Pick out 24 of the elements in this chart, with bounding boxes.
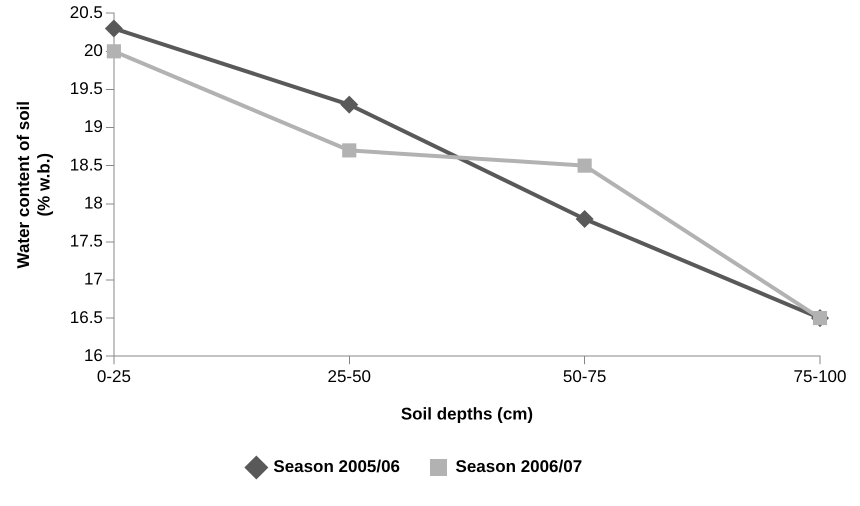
x-axis-title: Soil depths (cm) xyxy=(400,404,534,424)
x-tick-label: 75-100 xyxy=(794,367,846,386)
y-tick-label: 16 xyxy=(84,346,103,365)
y-axis-title: Water content of soil (% w.b.) xyxy=(14,100,54,268)
y-tick-label: 18 xyxy=(84,193,103,212)
y-tick-label: 17 xyxy=(84,270,103,289)
point xyxy=(342,143,356,158)
x-tick-label: 0-25 xyxy=(96,367,131,386)
point xyxy=(104,19,123,38)
point xyxy=(340,96,358,114)
x-tick-label: 50-75 xyxy=(562,367,606,386)
y-tick-label: 20.5 xyxy=(70,2,103,22)
point xyxy=(578,158,592,173)
y-tick-label: 18.5 xyxy=(70,155,103,174)
legend-label: Season 2006/07 xyxy=(456,457,582,476)
point xyxy=(576,210,594,228)
legend-label: Season 2005/06 xyxy=(273,457,400,476)
y-tick-label: 20 xyxy=(84,41,103,60)
y-tick-label: 19.5 xyxy=(70,79,103,98)
x-tick-label: 25-50 xyxy=(328,367,371,386)
y-tick-label: 16.5 xyxy=(70,308,103,327)
point xyxy=(106,44,121,58)
y-tick-label: 17.5 xyxy=(70,232,103,251)
y-tick-label: 19 xyxy=(84,117,103,136)
